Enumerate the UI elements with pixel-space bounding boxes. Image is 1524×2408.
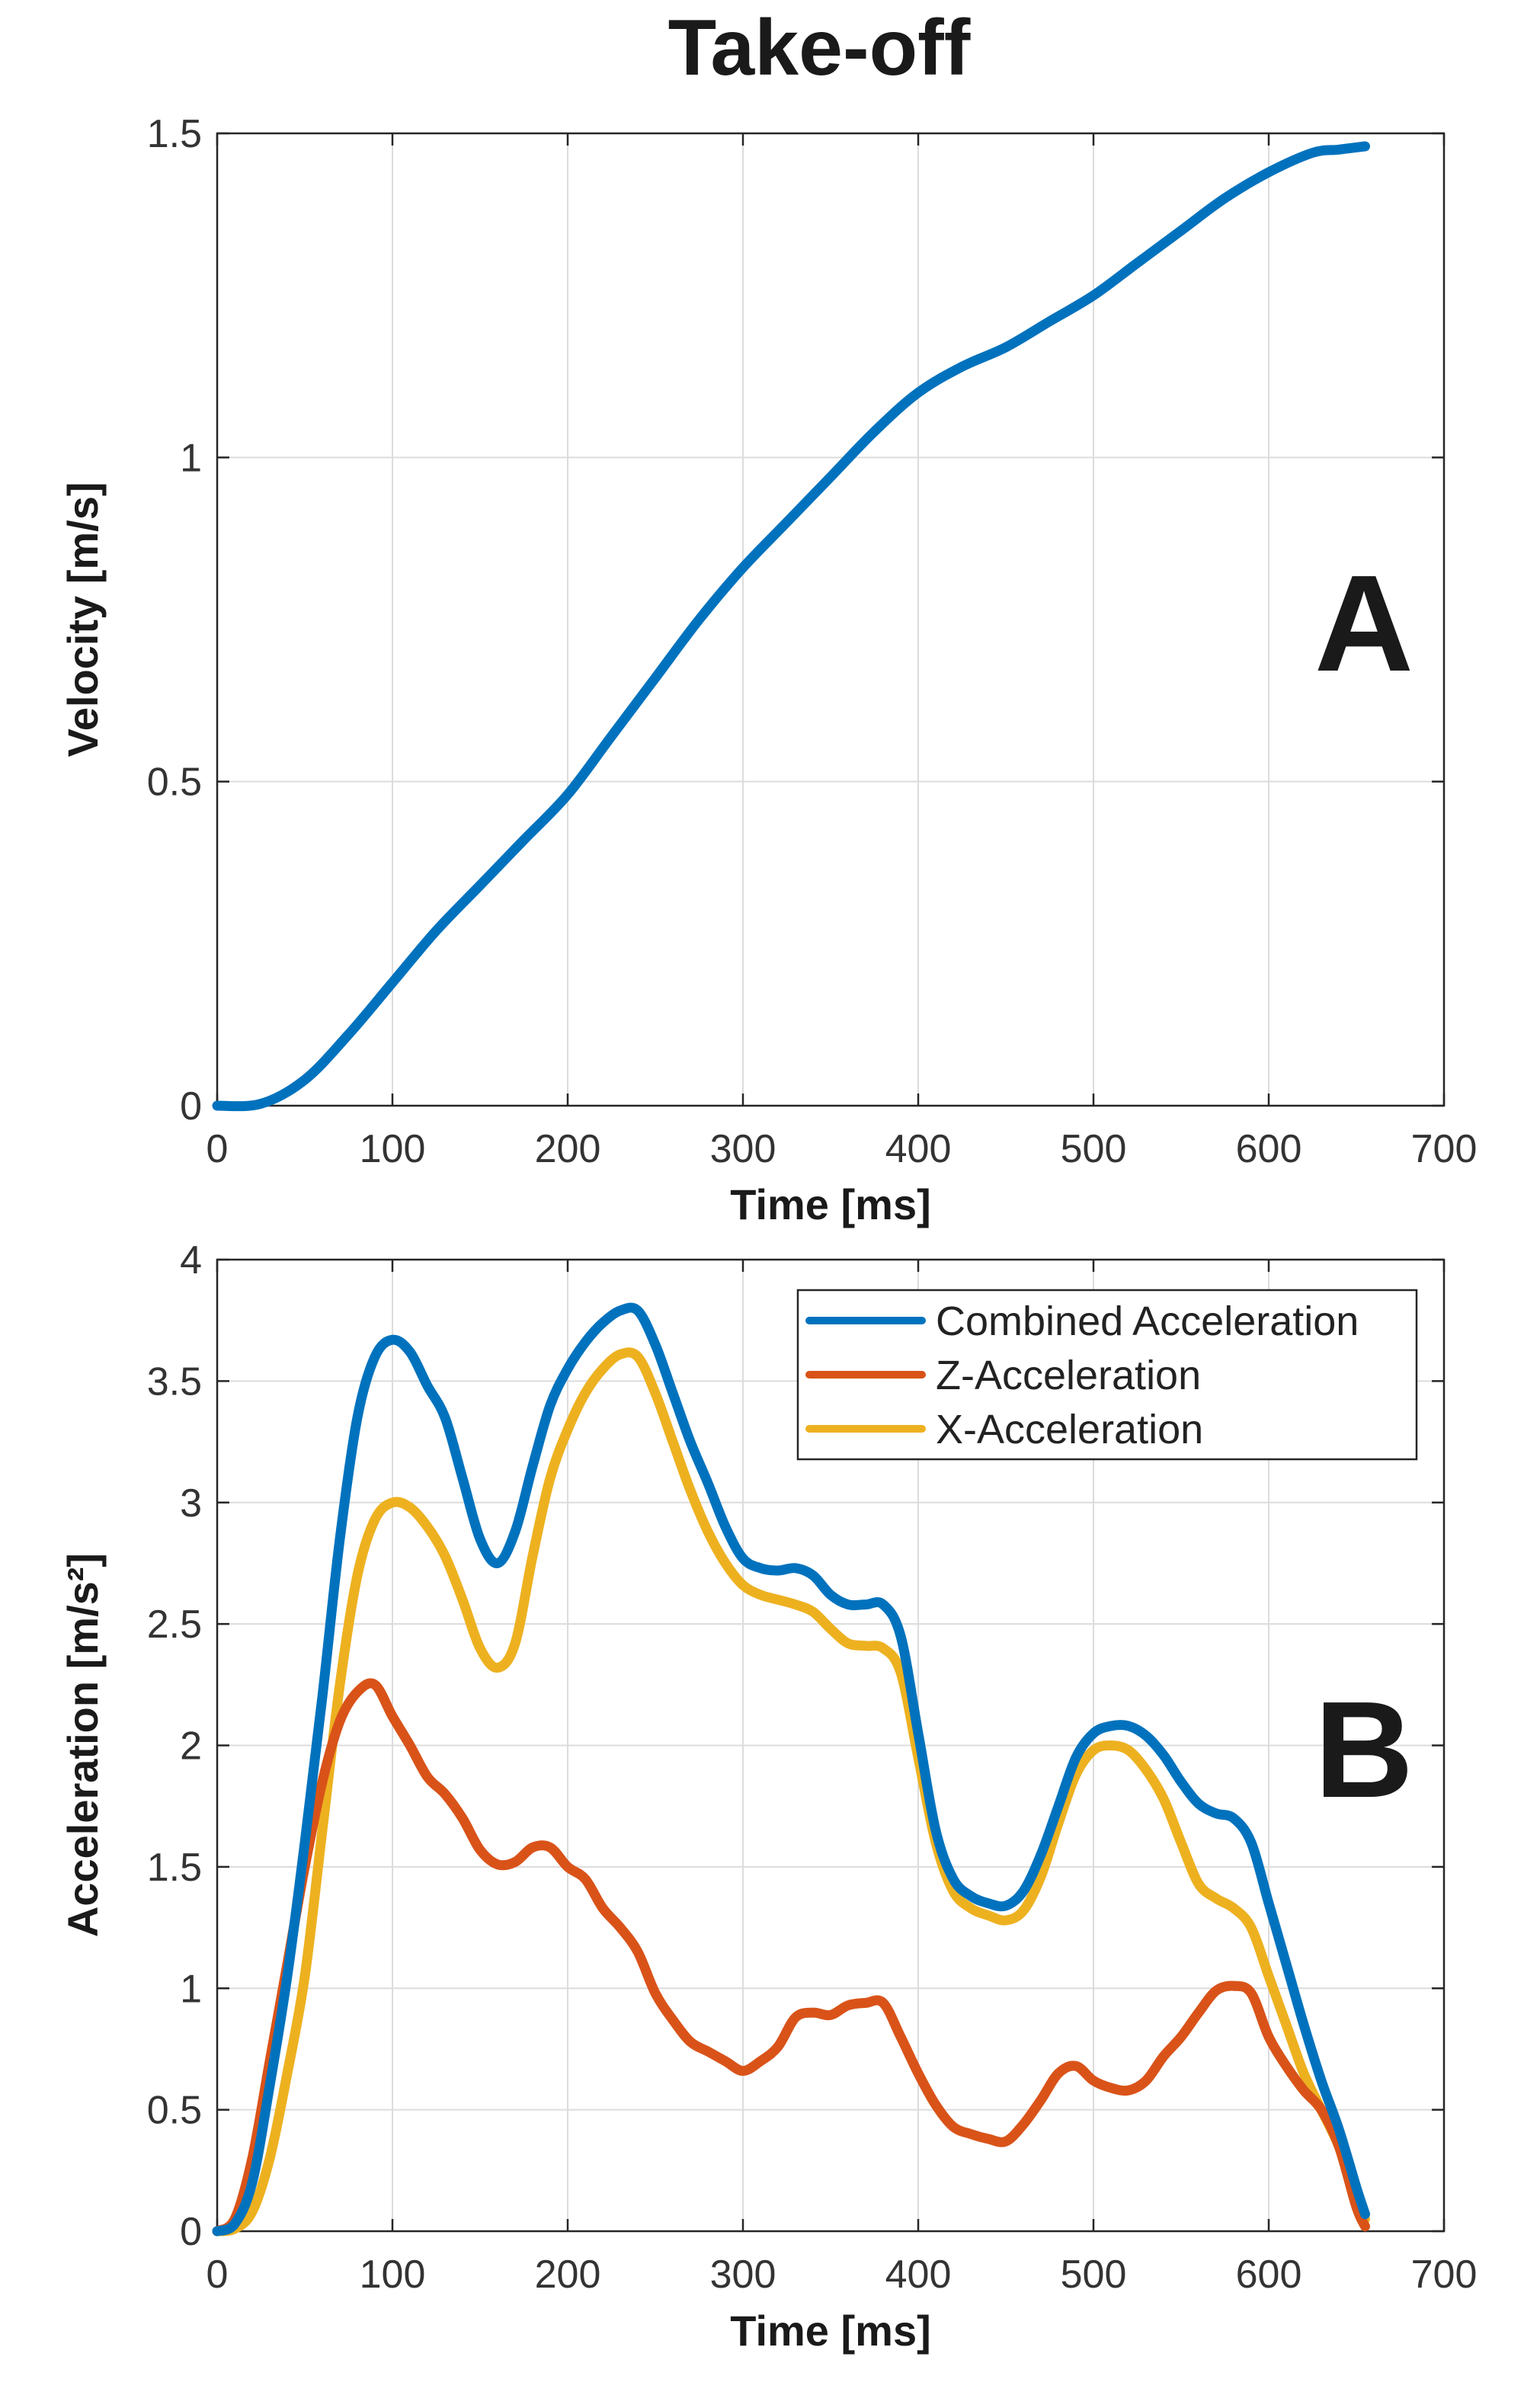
velocity-chart-x-axis-label: Time [ms] (730, 1180, 930, 1228)
legend-label-combined: Combined Acceleration (936, 1298, 1359, 1344)
velocity-chart-y-axis-label: Velocity [m/s] (59, 482, 107, 757)
acceleration-chart-ticks: 0 100 200 300 400 500 600 700 0 0.5 1 1.5 2 2.5 3 3.5 4 (147, 1238, 1478, 2297)
series-line-z-acceleration (212, 1678, 1370, 2237)
velocity-chart-plot-area (216, 132, 1446, 1107)
acceleration-chart-y-tick-label: 3 (180, 1481, 202, 1526)
velocity-chart-grid (217, 133, 1444, 1106)
acceleration-chart-x-tick-label: 600 (1236, 2253, 1302, 2297)
acceleration-chart-x-tick-label: 700 (1411, 2253, 1478, 2297)
velocity-chart: 0 100 200 300 400 500 600 700 0 0.5 1 1.5 Time [ms]… (59, 112, 1477, 1228)
acceleration-chart-y-tick-label: 3.5 (147, 1359, 202, 1404)
acceleration-chart-y-tick-label: 1 (180, 1967, 202, 2011)
legend-label-x: X-Acceleration (936, 1407, 1203, 1452)
acceleration-chart-series (212, 1302, 1370, 2237)
series-line-combined-acceleration (212, 1302, 1370, 2237)
acceleration-chart-y-tick-label: 2 (180, 1724, 202, 1769)
velocity-chart-x-tick-label: 300 (710, 1127, 776, 1171)
acceleration-chart: 0 100 200 300 400 500 600 70000.511.522.533.54 … (59, 1238, 1477, 2355)
velocity-chart-x-tick-label: 500 (1061, 1127, 1127, 1171)
velocity-chart-x-tick-label: 200 (535, 1127, 601, 1171)
acceleration-chart-x-tick-label: 0 (207, 2253, 229, 2297)
legend-label-z: Z-Acceleration (936, 1353, 1201, 1398)
series-line-x-acceleration (212, 1347, 1370, 2237)
acceleration-chart-x-axis-label: Time [ms] (730, 2307, 930, 2355)
velocity-chart-y-tick-label: 0 (180, 1084, 202, 1129)
velocity-chart-x-tick-label: 600 (1236, 1127, 1302, 1171)
velocity-chart-x-tick-label: 100 (360, 1127, 426, 1171)
velocity-chart-y-tick-label: 1 (180, 436, 202, 480)
acceleration-chart-y-tick-label: 1.5 (147, 1846, 202, 1890)
acceleration-chart-y-axis-label: Acceleration [m/s²] (59, 1553, 107, 1937)
acceleration-chart-y-tick-label: 0.5 (147, 2089, 202, 2133)
acceleration-chart-y-tick-label: 2.5 (147, 1603, 202, 1647)
velocity-chart-x-tick-label: 0 (207, 1127, 229, 1171)
velocity-chart-x-tick-label: 400 (885, 1127, 952, 1171)
velocity-chart-x-tick-label: 700 (1411, 1127, 1478, 1171)
velocity-chart-panel-letter: A (1314, 547, 1414, 700)
acceleration-chart-panel-letter: B (1314, 1673, 1414, 1827)
acceleration-chart-x-tick-label: 200 (535, 2253, 601, 2297)
figure-title: Take-off (668, 4, 971, 92)
velocity-chart-series (212, 141, 1370, 1112)
acceleration-chart-y-tick-label: 0 (180, 2210, 202, 2254)
acceleration-chart-x-tick-label: 100 (360, 2253, 426, 2297)
velocity-chart-y-tick-label: 0.5 (147, 761, 202, 805)
velocity-chart-y-tick-label: 1.5 (147, 112, 202, 156)
acceleration-chart-x-tick-label: 500 (1061, 2253, 1127, 2297)
series-line-velocity (212, 141, 1370, 1112)
acceleration-chart-x-tick-label: 400 (885, 2253, 952, 2297)
velocity-chart-ticks: 0 100 200 300 400 500 600 700 0 0.5 1 1.5 (147, 112, 1478, 1171)
acceleration-chart-x-tick-label: 300 (710, 2253, 776, 2297)
acceleration-chart-y-tick-label: 4 (180, 1238, 202, 1282)
acceleration-chart-legend: Combined Acceleration Z-Acceleration X-A… (796, 1289, 1418, 1461)
